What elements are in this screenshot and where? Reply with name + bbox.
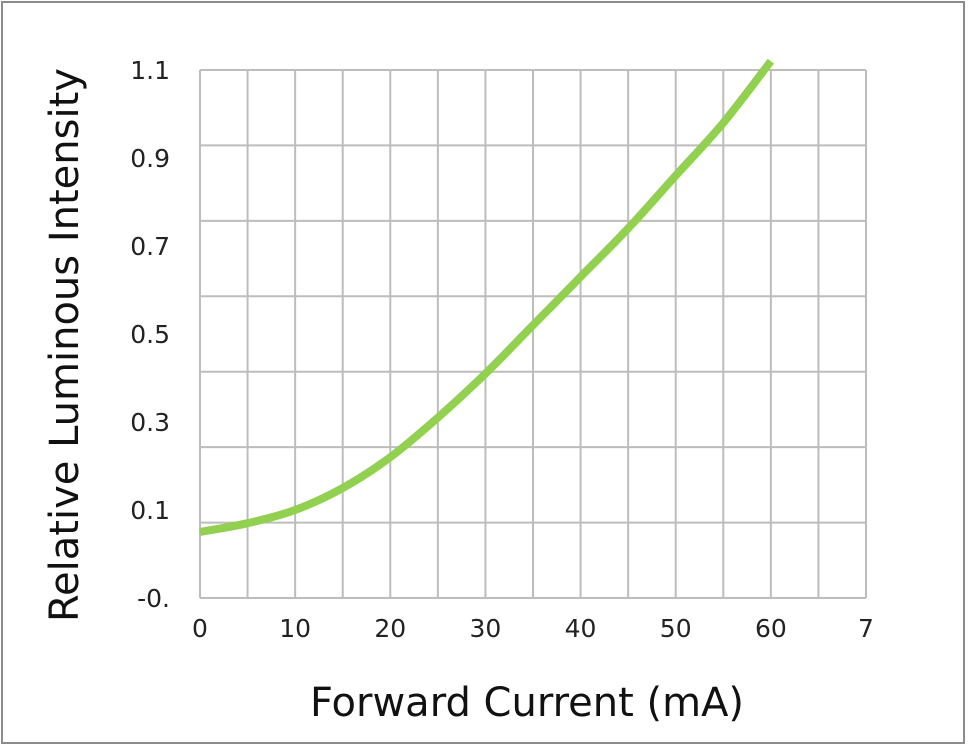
- x-tick-label: 10: [279, 614, 311, 643]
- y-tick-label: 0.3: [130, 408, 170, 437]
- y-tick-labels: -0. 0.1 0.3 0.5 0.7 0.9 1.1: [130, 56, 170, 613]
- series-group: [199, 58, 775, 536]
- x-tick-label: 7: [858, 614, 874, 643]
- x-tick-label: 20: [374, 614, 406, 643]
- x-tick-label: 40: [565, 614, 597, 643]
- y-tick-label: 1.1: [130, 56, 170, 85]
- x-tick-labels: 0 10 20 30 40 50 60 7: [192, 614, 874, 643]
- y-tick-label: 0.9: [130, 144, 170, 173]
- x-tick-label: 50: [660, 614, 692, 643]
- x-tick-label: 30: [470, 614, 502, 643]
- x-tick-label: 60: [755, 614, 787, 643]
- x-axis-title: Forward Current (mA): [310, 680, 744, 726]
- x-tick-label: 0: [192, 614, 208, 643]
- grid-lines: [199, 69, 867, 599]
- y-tick-label: 0.5: [130, 320, 170, 349]
- y-tick-label: -0.: [137, 584, 170, 613]
- series-line: [199, 58, 775, 536]
- y-tick-label: 0.7: [130, 232, 170, 261]
- y-axis-title: Relative Luminous Intensity: [42, 68, 88, 622]
- y-tick-label: 0.1: [130, 496, 170, 525]
